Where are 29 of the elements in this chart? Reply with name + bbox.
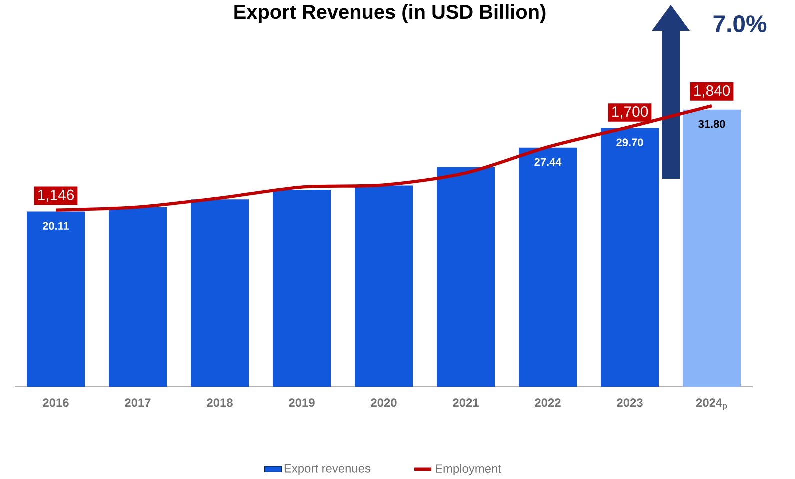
x-tick-label: 2024$_{p}$	[696, 398, 728, 410]
bar	[109, 207, 167, 387]
data-label: 1,700	[612, 106, 648, 119]
x-tick-label: 2019	[289, 398, 315, 408]
x-tick-label: 2023	[617, 398, 643, 408]
data-label: 20.11	[42, 222, 70, 230]
bar	[437, 167, 496, 387]
data-label: 1,840	[694, 86, 730, 98]
x-tick-label: 2020	[371, 398, 397, 408]
x-tick-label: 2017	[125, 398, 151, 408]
bar	[683, 110, 742, 387]
chart-title: Export Revenues (in USD Billion)	[234, 4, 546, 24]
x-tick-label: 2016	[43, 398, 69, 408]
text: 7.0%	[714, 16, 767, 32]
bar	[27, 212, 85, 387]
bar	[601, 128, 660, 387]
data-label: 1,146	[38, 190, 74, 202]
bar	[355, 186, 414, 387]
x-tick-label: 2021	[453, 398, 479, 408]
legend-label: Export revenues	[284, 464, 371, 476]
data-label: 29.70	[616, 138, 644, 146]
bar	[191, 200, 250, 387]
x-tick-label: 2022	[535, 398, 561, 408]
bar	[273, 190, 332, 387]
legend-label: Employment	[436, 464, 502, 476]
bar	[519, 148, 578, 387]
data-label: 27.44	[534, 158, 562, 166]
data-label: 31.80	[698, 120, 726, 128]
x-tick-label: 2018	[207, 398, 233, 408]
